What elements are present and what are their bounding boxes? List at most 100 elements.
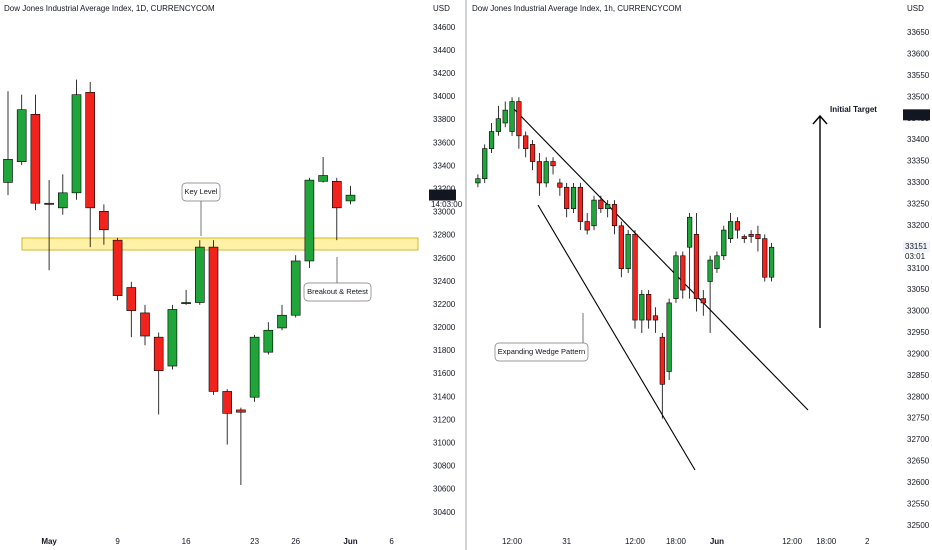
candle-body — [728, 221, 734, 239]
y-tick-label: 30800 — [433, 462, 456, 471]
candle-body — [482, 148, 488, 179]
candle-body — [584, 221, 590, 231]
y-tick-label: 32000 — [433, 323, 456, 332]
candle-body — [632, 234, 638, 321]
candle-body — [249, 336, 260, 398]
y-tick-label: 33400 — [907, 135, 930, 144]
candle-body — [208, 246, 219, 392]
x-tick-label: 2 — [865, 537, 870, 546]
x-tick-label: 9 — [115, 537, 120, 546]
candle-body — [680, 255, 686, 291]
callout-box — [494, 342, 589, 362]
candle-body — [557, 182, 563, 188]
candle-body — [488, 131, 495, 149]
y-tick-label: 32850 — [907, 371, 930, 380]
candle-body — [639, 294, 645, 321]
candle-body — [44, 202, 54, 205]
candle-body — [598, 199, 604, 209]
y-tick-label: 31000 — [433, 439, 456, 448]
candle-body — [693, 234, 700, 299]
x-tick-label: 18:00 — [666, 537, 687, 546]
x-tick-label: 16 — [182, 537, 191, 546]
candle-body — [502, 109, 508, 124]
annotation: Breakout & Retest — [307, 287, 369, 296]
candle-body — [536, 161, 542, 184]
candle-body — [543, 161, 549, 184]
candle-body — [3, 159, 13, 183]
candle-body — [99, 211, 109, 231]
y-tick-label: 33350 — [907, 157, 930, 166]
countdown: 03:01 — [905, 252, 926, 261]
candle-body — [304, 179, 315, 262]
y-tick-label: 33550 — [907, 71, 930, 80]
y-tick-label: 33300 — [907, 178, 930, 187]
candle-body — [222, 391, 232, 414]
candle-body — [577, 186, 583, 222]
price-tag — [429, 189, 456, 201]
candle-body — [516, 101, 522, 137]
y-tick-label: 32750 — [907, 414, 930, 423]
candle-body — [509, 101, 515, 132]
y-tick-label: 33100 — [907, 264, 930, 273]
y-tick-label: 33500 — [907, 92, 930, 101]
candle-body — [611, 204, 618, 227]
y-tick-label: 31200 — [433, 415, 456, 424]
price-tag-label: 33151 — [431, 190, 454, 199]
candle-body — [263, 329, 274, 353]
y-tick-label: 32950 — [907, 328, 930, 337]
candle-body — [181, 302, 191, 304]
candle-body — [112, 239, 123, 296]
candle-body — [714, 255, 720, 269]
x-tick-label: 12:00 — [625, 537, 646, 546]
y-tick-label: 33800 — [433, 115, 456, 124]
candle-body — [700, 298, 706, 304]
candle-body — [195, 246, 205, 303]
candle-body — [290, 260, 301, 316]
chart-title: Dow Jones Industrial Average Index, 1D, … — [4, 4, 215, 13]
y-tick-label: 33050 — [907, 285, 930, 294]
x-tick-label: 31 — [562, 537, 571, 546]
y-tick-label: 33200 — [433, 184, 456, 193]
candle-body — [618, 225, 624, 269]
annotation: Key Level — [185, 187, 218, 196]
candle-body — [741, 236, 747, 239]
y-tick-label: 32900 — [907, 349, 930, 358]
x-tick-label: 12:00 — [502, 537, 523, 546]
axis-unit: USD — [433, 4, 450, 13]
x-tick-label: 23 — [250, 537, 259, 546]
y-tick-label: 30400 — [433, 508, 456, 517]
candle-body — [318, 175, 328, 182]
candle-body — [625, 234, 631, 269]
y-tick-label: 32600 — [433, 254, 456, 263]
candle-body — [30, 114, 41, 204]
y-tick-label: 31400 — [433, 392, 456, 401]
target-label: Initial Target — [830, 105, 877, 114]
y-tick-label: 34000 — [433, 92, 456, 101]
price-tag-label: 33151 — [905, 242, 928, 251]
y-tick-label: 32700 — [907, 435, 930, 444]
candle-body — [570, 186, 577, 209]
candle-body — [721, 229, 727, 257]
price-tag — [903, 241, 930, 253]
candle-body — [605, 204, 611, 209]
y-tick-label: 33600 — [907, 50, 930, 59]
candle-body — [529, 144, 536, 162]
candle-body — [659, 336, 665, 385]
candle-body — [71, 94, 82, 194]
y-tick-label: 32600 — [907, 478, 930, 487]
candle-body — [277, 314, 287, 329]
y-tick-label: 32650 — [907, 457, 930, 466]
price-tag-label: 33459 — [905, 110, 928, 119]
candle-body — [345, 194, 356, 202]
y-tick-label: 32200 — [433, 300, 456, 309]
x-tick-label: 18:00 — [816, 537, 837, 546]
y-tick-label: 34400 — [433, 46, 456, 55]
wedge-line — [511, 106, 809, 411]
candle-body — [495, 118, 501, 132]
y-tick-label: 33000 — [433, 208, 456, 217]
annotation: Expanding Wedge Pattern — [498, 347, 585, 356]
candle-body — [591, 199, 597, 227]
candle-body — [126, 287, 137, 311]
x-tick-label: 26 — [291, 537, 300, 546]
